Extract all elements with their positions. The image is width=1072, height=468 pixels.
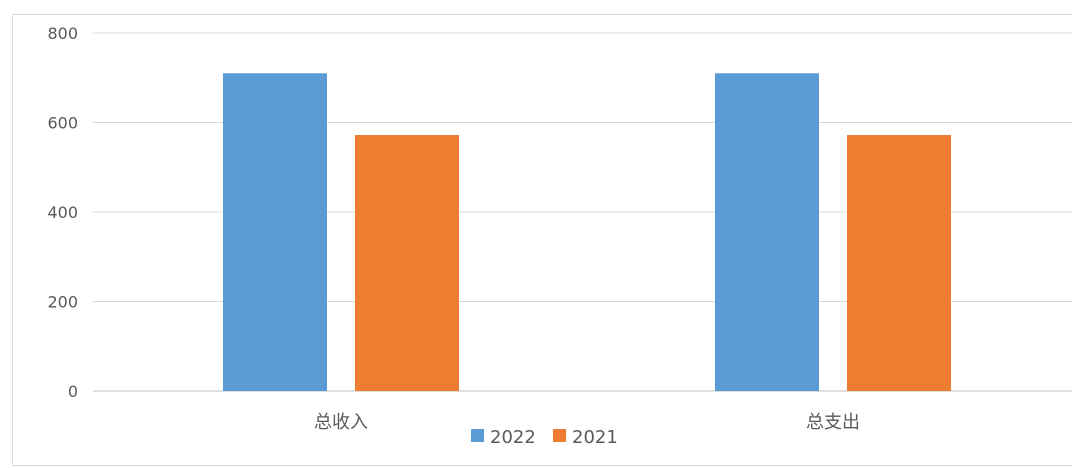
legend-swatch (471, 429, 484, 442)
category-label: 总收入 (314, 412, 368, 433)
bar-2022-1 (715, 73, 819, 392)
bars (223, 73, 951, 392)
legend-swatch (553, 429, 566, 442)
y-tick-label: 800 (47, 24, 78, 43)
y-tick-label: 400 (47, 203, 78, 222)
x-axis-categories: 总收入 总支出 (314, 412, 860, 433)
legend: 2022 2021 (471, 427, 618, 448)
legend-label: 2021 (572, 427, 618, 448)
category-label: 总支出 (806, 412, 860, 433)
bar-2021-1 (847, 135, 951, 391)
bar-2021-0 (355, 135, 459, 391)
legend-label: 2022 (490, 427, 536, 448)
y-tick-label: 200 (47, 293, 78, 312)
y-tick-label: 600 (47, 114, 78, 133)
bar-2022-0 (223, 73, 327, 392)
y-tick-label: 0 (68, 382, 78, 401)
y-axis-ticks: 0 200 400 600 800 (47, 24, 78, 401)
